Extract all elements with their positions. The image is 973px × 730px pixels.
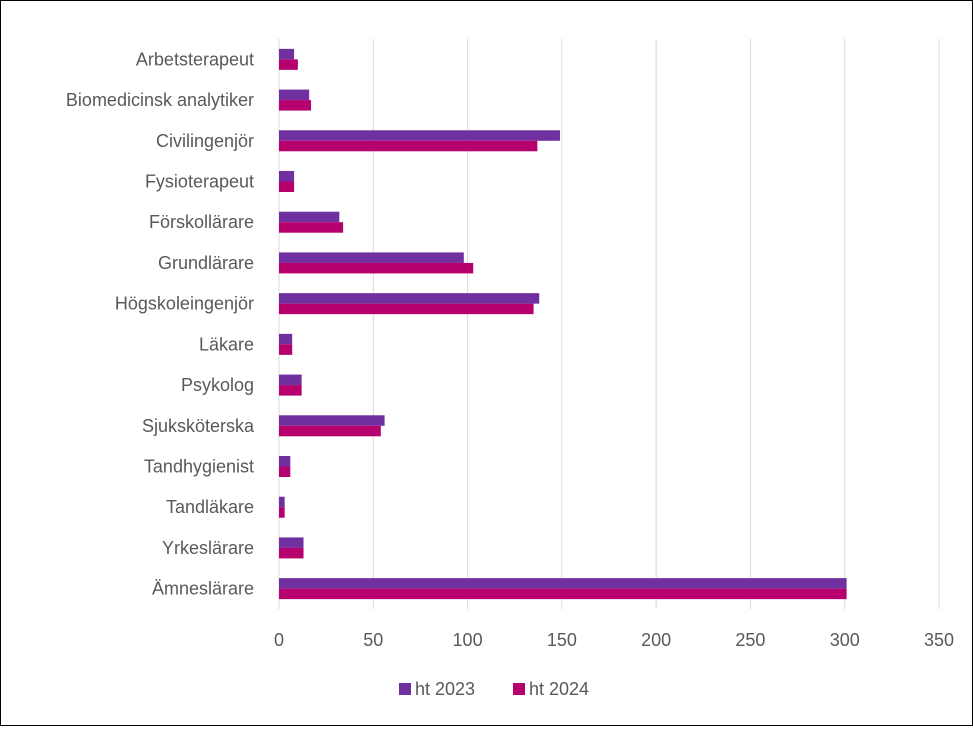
bar bbox=[279, 100, 312, 111]
x-tick-label: 0 bbox=[274, 630, 284, 650]
x-tick-label: 300 bbox=[830, 630, 860, 650]
bar bbox=[279, 496, 285, 508]
category-label: Psykolog bbox=[181, 375, 254, 395]
legend: ht 2023 ht 2024 bbox=[399, 679, 589, 699]
bar bbox=[279, 456, 291, 467]
legend-swatch bbox=[399, 683, 411, 695]
x-tick-label: 350 bbox=[924, 630, 954, 650]
category-label: Arbetsterapeut bbox=[136, 49, 254, 69]
category-label: Sjuksköterska bbox=[142, 416, 255, 436]
bar bbox=[279, 537, 304, 548]
legend-swatch bbox=[513, 683, 525, 695]
bar bbox=[279, 130, 560, 141]
bar bbox=[279, 140, 538, 152]
bar bbox=[279, 507, 285, 518]
x-tick-label: 50 bbox=[363, 630, 383, 650]
bar bbox=[279, 344, 293, 355]
bar bbox=[279, 222, 344, 233]
x-tick-label: 200 bbox=[641, 630, 671, 650]
bar bbox=[279, 59, 298, 70]
category-label: Ämneslärare bbox=[152, 579, 254, 599]
bar bbox=[279, 547, 304, 559]
x-tick-label: 150 bbox=[547, 630, 577, 650]
bar bbox=[279, 588, 847, 600]
category-label: Tandläkare bbox=[166, 497, 254, 517]
bar bbox=[279, 171, 295, 182]
category-label: Förskollärare bbox=[149, 212, 254, 232]
bar bbox=[279, 333, 293, 345]
bar bbox=[279, 211, 340, 223]
category-label: Civilingenjör bbox=[156, 131, 254, 151]
bar bbox=[279, 181, 295, 192]
bar bbox=[279, 425, 381, 437]
bar bbox=[279, 385, 302, 396]
category-label: Läkare bbox=[199, 334, 254, 354]
category-label: Grundlärare bbox=[158, 253, 254, 273]
bar bbox=[279, 578, 847, 589]
x-axis-tick-labels: 0 50 100 150 200 250 300 350 bbox=[274, 630, 954, 650]
gridlines bbox=[278, 39, 940, 609]
bar bbox=[279, 415, 385, 426]
bar bbox=[279, 303, 534, 315]
x-tick-label: 100 bbox=[453, 630, 483, 650]
legend-label: ht 2024 bbox=[529, 679, 589, 699]
bar bbox=[279, 48, 295, 60]
category-label: Yrkeslärare bbox=[162, 538, 254, 558]
y-axis-category-labels: Arbetsterapeut Biomedicinsk analytiker Civ… bbox=[66, 49, 255, 598]
x-tick-label: 250 bbox=[735, 630, 765, 650]
bar bbox=[279, 466, 291, 477]
bars bbox=[279, 48, 847, 600]
bar bbox=[279, 262, 474, 274]
category-label: Tandhygienist bbox=[144, 457, 254, 477]
legend-label: ht 2023 bbox=[415, 679, 475, 699]
bar bbox=[279, 89, 310, 101]
category-label: Högskoleingenjör bbox=[115, 294, 254, 314]
category-label: Fysioterapeut bbox=[145, 172, 254, 192]
bar bbox=[279, 293, 540, 304]
bar bbox=[279, 374, 302, 386]
bar bbox=[279, 252, 464, 263]
category-label: Biomedicinsk analytiker bbox=[66, 90, 254, 110]
